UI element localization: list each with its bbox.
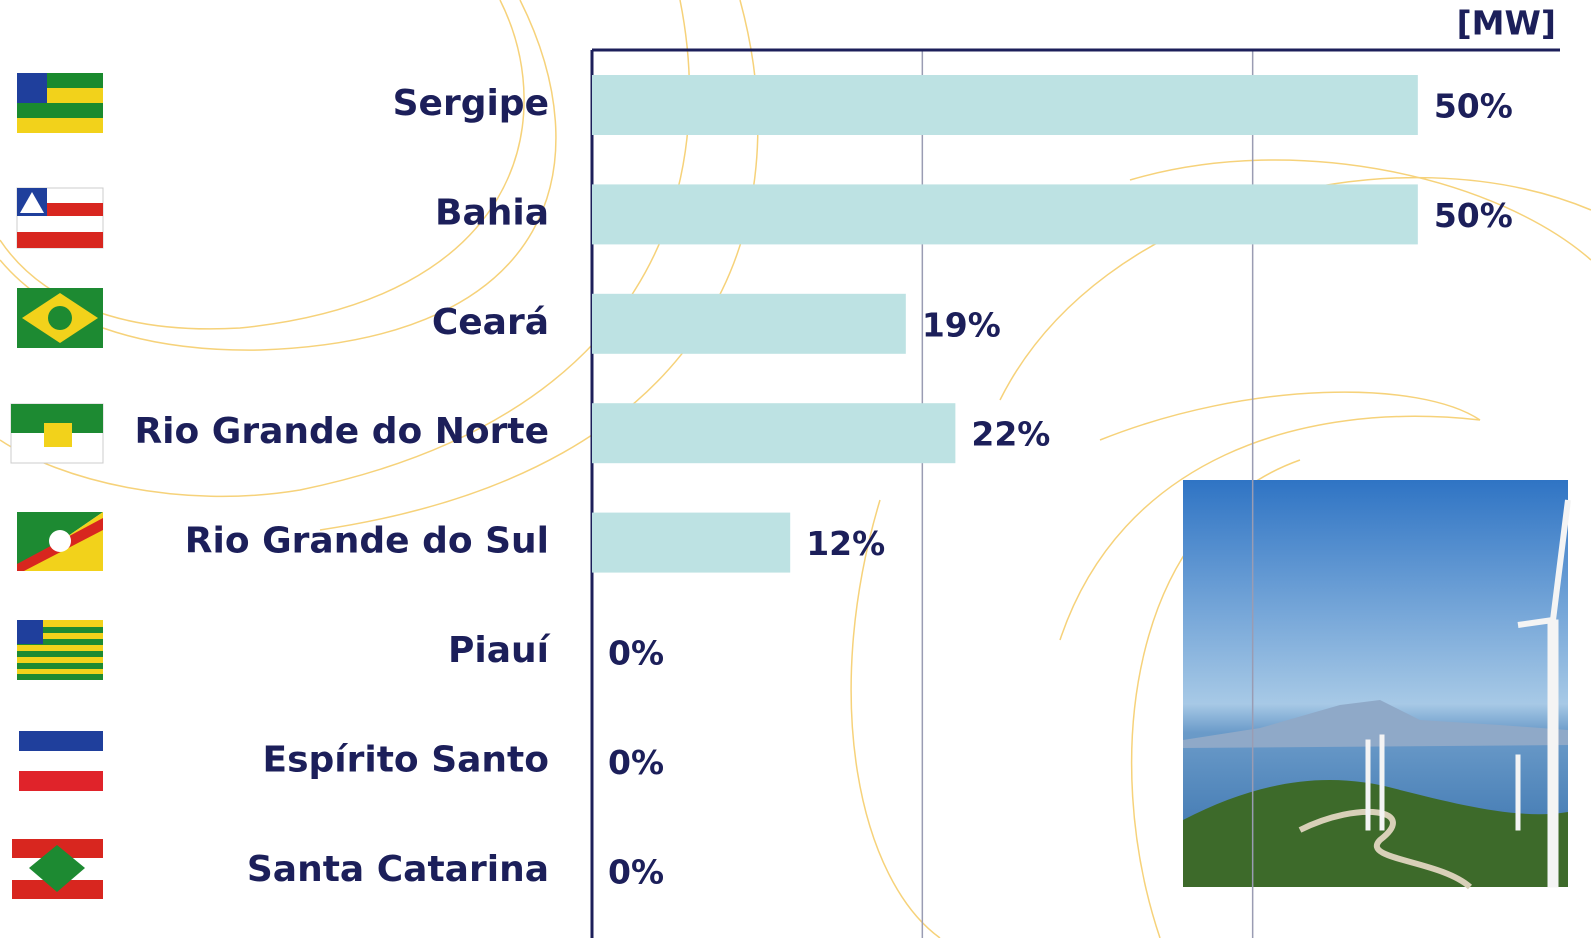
chart: [MW] Sergipe 50% Bahia 50% Ceará 19% Rio Grande… — [0, 0, 1591, 938]
value-label: 19% — [922, 305, 1001, 344]
value-label: 22% — [971, 415, 1050, 454]
category-label: Espírito Santo — [263, 739, 550, 780]
wind-photo — [1183, 480, 1568, 887]
value-label: 50% — [1434, 87, 1513, 126]
flags — [11, 73, 103, 899]
value-label: 0% — [608, 852, 664, 891]
category-label: Rio Grande do Sul — [185, 521, 549, 562]
bar — [592, 75, 1418, 135]
page: {"chart_data": {"type": "bar", "orientat… — [0, 0, 1591, 938]
value-label: 0% — [608, 634, 664, 673]
bar — [592, 403, 955, 463]
category-label: Ceará — [432, 302, 549, 343]
axis-label: [MW] — [1457, 4, 1556, 43]
bar — [592, 513, 790, 573]
bar — [592, 294, 906, 354]
category-label: Bahia — [435, 192, 549, 233]
category-label: Sergipe — [393, 83, 549, 124]
category-label: Piauí — [448, 630, 551, 671]
value-label: 12% — [806, 524, 885, 563]
value-label: 50% — [1434, 196, 1513, 235]
value-label: 0% — [608, 743, 664, 782]
category-label: Santa Catarina — [247, 849, 549, 890]
category-label: Rio Grande do Norte — [134, 411, 549, 452]
bar — [592, 184, 1418, 244]
